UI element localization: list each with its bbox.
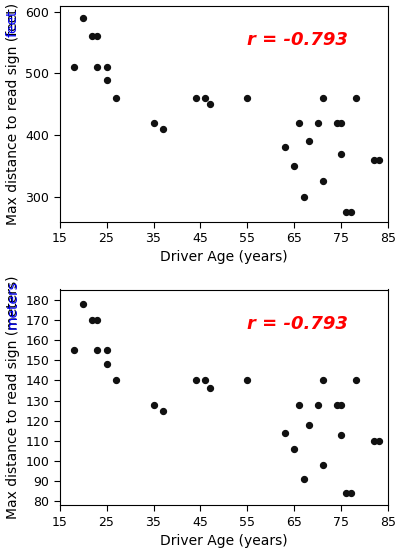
- Point: [103, 360, 109, 368]
- Point: [94, 63, 100, 71]
- Y-axis label: Max distance to read sign (feet): Max distance to read sign (feet): [6, 2, 20, 224]
- Point: [89, 315, 95, 324]
- Point: [244, 376, 250, 385]
- Point: [370, 155, 377, 164]
- Point: [150, 119, 156, 127]
- Point: [150, 400, 156, 409]
- Point: [281, 428, 288, 437]
- Point: [112, 94, 119, 102]
- Point: [351, 376, 358, 385]
- Point: [337, 119, 344, 127]
- Point: [305, 420, 311, 429]
- Y-axis label: Max distance to read sign (meters): Max distance to read sign (meters): [6, 276, 20, 519]
- Point: [295, 400, 302, 409]
- Point: [159, 406, 166, 415]
- Point: [337, 430, 344, 439]
- Point: [244, 94, 250, 102]
- Point: [337, 149, 344, 158]
- X-axis label: Driver Age (years): Driver Age (years): [160, 250, 287, 264]
- Text: r = -0.793: r = -0.793: [246, 32, 347, 49]
- Point: [103, 63, 109, 71]
- Point: [103, 346, 109, 355]
- Point: [351, 94, 358, 102]
- Point: [319, 376, 325, 385]
- Point: [80, 299, 86, 308]
- Point: [300, 475, 306, 484]
- Point: [291, 162, 297, 171]
- Point: [201, 94, 208, 102]
- Point: [206, 384, 213, 393]
- Point: [70, 346, 77, 355]
- Point: [375, 155, 381, 164]
- Point: [192, 376, 198, 385]
- Point: [291, 444, 297, 453]
- Point: [370, 437, 377, 445]
- Point: [94, 346, 100, 355]
- Point: [319, 94, 325, 102]
- Text: Max distance to read sign (meters): Max distance to read sign (meters): [6, 276, 20, 519]
- Point: [314, 119, 320, 127]
- Point: [347, 489, 353, 498]
- Point: [94, 315, 100, 324]
- Text: r = -0.793: r = -0.793: [246, 315, 347, 334]
- Point: [206, 100, 213, 109]
- Text: feet: feet: [6, 9, 20, 37]
- Point: [281, 143, 288, 152]
- Point: [159, 125, 166, 134]
- Point: [192, 94, 198, 102]
- Point: [337, 400, 344, 409]
- X-axis label: Driver Age (years): Driver Age (years): [160, 535, 287, 548]
- Point: [80, 13, 86, 22]
- Point: [319, 461, 325, 470]
- Point: [112, 376, 119, 385]
- Point: [94, 32, 100, 41]
- Point: [342, 208, 348, 217]
- Point: [89, 32, 95, 41]
- Point: [333, 119, 339, 127]
- Point: [333, 400, 339, 409]
- Point: [295, 119, 302, 127]
- Point: [319, 177, 325, 186]
- Point: [375, 437, 381, 445]
- Point: [300, 192, 306, 201]
- Text: Max distance to read sign (feet): Max distance to read sign (feet): [6, 2, 20, 224]
- Point: [103, 75, 109, 84]
- Point: [70, 63, 77, 71]
- Point: [342, 489, 348, 498]
- Point: [347, 208, 353, 217]
- Point: [314, 400, 320, 409]
- Point: [201, 376, 208, 385]
- Point: [305, 137, 311, 146]
- Text: meters: meters: [6, 280, 20, 329]
